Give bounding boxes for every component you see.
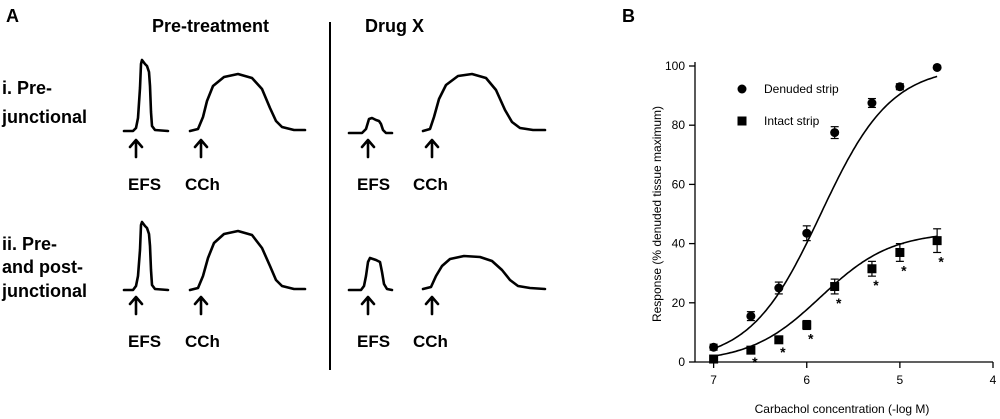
label-efs-pre-row2: EFS bbox=[128, 332, 161, 351]
point-intact bbox=[802, 320, 812, 330]
row1-label-line2: junctional bbox=[1, 107, 87, 127]
point-denuded bbox=[774, 283, 784, 293]
panel-a-label: A bbox=[6, 6, 19, 26]
point-intact bbox=[709, 354, 719, 364]
trace-efs-pre-row1 bbox=[122, 58, 170, 133]
point-denuded bbox=[709, 342, 719, 352]
point-denuded bbox=[932, 62, 942, 72]
legend-label-intact: Intact strip bbox=[764, 114, 820, 128]
arrow-cch-pre-row1 bbox=[193, 138, 209, 159]
heading-pre-treatment: Pre-treatment bbox=[152, 16, 269, 36]
x-tick-label: 7 bbox=[710, 373, 717, 387]
y-axis-label: Response (% denuded tissue maximum) bbox=[650, 106, 664, 322]
trace-efs-drug-row2 bbox=[347, 256, 394, 292]
point-denuded bbox=[746, 311, 756, 321]
significance-star: * bbox=[901, 262, 907, 278]
x-tick-label: 4 bbox=[990, 373, 997, 387]
trace-cch-pre-row2 bbox=[188, 229, 307, 292]
point-denuded bbox=[895, 82, 905, 92]
point-intact bbox=[867, 264, 877, 274]
trace-cch-drug-row2 bbox=[421, 254, 547, 291]
arrow-cch-drug-row1 bbox=[424, 138, 440, 159]
point-intact bbox=[774, 335, 784, 345]
legend-marker-intact bbox=[737, 116, 747, 126]
significance-star: * bbox=[808, 330, 814, 346]
row2-label-line3: junctional bbox=[1, 281, 87, 301]
fit-curve-denuded bbox=[713, 75, 938, 350]
label-cch-drug-row1: CCh bbox=[413, 175, 448, 194]
arrow-efs-pre-row1 bbox=[128, 138, 144, 159]
point-intact bbox=[932, 236, 942, 246]
y-tick-label: 40 bbox=[672, 237, 686, 251]
heading-drug-x: Drug X bbox=[365, 16, 424, 36]
legend-label-denuded: Denuded strip bbox=[764, 82, 839, 96]
trace-cch-pre-row1 bbox=[188, 72, 307, 133]
label-efs-drug-row2: EFS bbox=[357, 332, 390, 351]
row1-label-line1: i. Pre- bbox=[2, 78, 52, 98]
row2-label-line1: ii. Pre- bbox=[2, 234, 57, 254]
significance-star: * bbox=[873, 277, 879, 293]
arrow-cch-pre-row2 bbox=[193, 295, 209, 316]
arrow-efs-pre-row2 bbox=[128, 295, 144, 316]
x-tick-label: 5 bbox=[897, 373, 904, 387]
label-efs-pre-row1: EFS bbox=[128, 175, 161, 194]
y-tick-label: 60 bbox=[672, 177, 686, 191]
label-cch-drug-row2: CCh bbox=[413, 332, 448, 351]
significance-star: * bbox=[752, 354, 758, 370]
point-intact bbox=[895, 247, 905, 257]
x-tick-label: 6 bbox=[803, 373, 810, 387]
label-cch-pre-row1: CCh bbox=[185, 175, 220, 194]
row2-label-line2: and post- bbox=[2, 257, 83, 277]
legend-marker-denuded bbox=[737, 84, 747, 94]
y-tick-label: 80 bbox=[672, 118, 686, 132]
label-efs-drug-row1: EFS bbox=[357, 175, 390, 194]
point-denuded bbox=[830, 128, 840, 138]
point-intact bbox=[830, 282, 840, 292]
dose-response-chart: 0 20 40 60 80 100 7 6 5 4 Carbachol concentration … bbox=[650, 59, 997, 416]
point-denuded bbox=[867, 98, 877, 108]
trace-cch-drug-row1 bbox=[421, 72, 547, 133]
trace-efs-pre-row2 bbox=[122, 220, 170, 292]
arrow-efs-drug-row1 bbox=[360, 138, 376, 159]
panel-b: B 0 20 40 60 80 100 7 6 5 4 Carbachol concentratio… bbox=[622, 6, 997, 416]
arrow-efs-drug-row2 bbox=[360, 295, 376, 316]
trace-efs-drug-row1 bbox=[347, 116, 394, 135]
significance-star: * bbox=[836, 295, 842, 311]
label-cch-pre-row2: CCh bbox=[185, 332, 220, 351]
y-tick-label: 0 bbox=[678, 355, 685, 369]
significance-star: * bbox=[780, 344, 786, 360]
panel-a: A Pre-treatment Drug X i. Pre- junctiona… bbox=[1, 6, 547, 370]
panel-b-label: B bbox=[622, 6, 635, 26]
x-axis-label: Carbachol concentration (-log M) bbox=[755, 402, 930, 416]
y-tick-label: 100 bbox=[665, 59, 685, 73]
point-denuded bbox=[802, 228, 812, 238]
significance-star: * bbox=[938, 253, 944, 269]
y-tick-label: 20 bbox=[672, 296, 686, 310]
arrow-cch-drug-row2 bbox=[424, 295, 440, 316]
point-intact bbox=[746, 345, 756, 355]
